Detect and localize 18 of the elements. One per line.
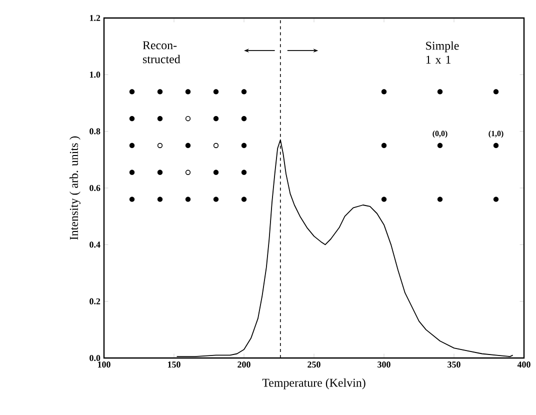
y-tick-label: 0.6: [90, 184, 100, 192]
x-tick-label: 400: [517, 362, 530, 368]
x-tick-label: 150: [168, 362, 180, 368]
annotation: Simple 1 x 1: [426, 41, 459, 64]
y-tick-label: 0.2: [90, 298, 100, 304]
x-tick-label: 100: [98, 362, 110, 368]
y-tick-label: 0.0: [90, 354, 100, 362]
x-tick-label: 350: [448, 362, 460, 368]
annotation: Recon- structed: [142, 41, 180, 64]
y-tick-label: 0.4: [90, 242, 100, 248]
y-tick-label: 1.2: [90, 14, 100, 22]
x-tick-label: 200: [238, 362, 250, 368]
x-tick-label: 250: [308, 362, 320, 368]
y-tick-label: 0.8: [90, 128, 100, 134]
y-axis-title: Intensity ( arb. units ): [70, 136, 80, 240]
y-tick-label: 1.0: [90, 72, 100, 78]
x-tick-label: 300: [378, 362, 390, 368]
x-axis-title: Temperature (Kelvin): [262, 378, 366, 390]
